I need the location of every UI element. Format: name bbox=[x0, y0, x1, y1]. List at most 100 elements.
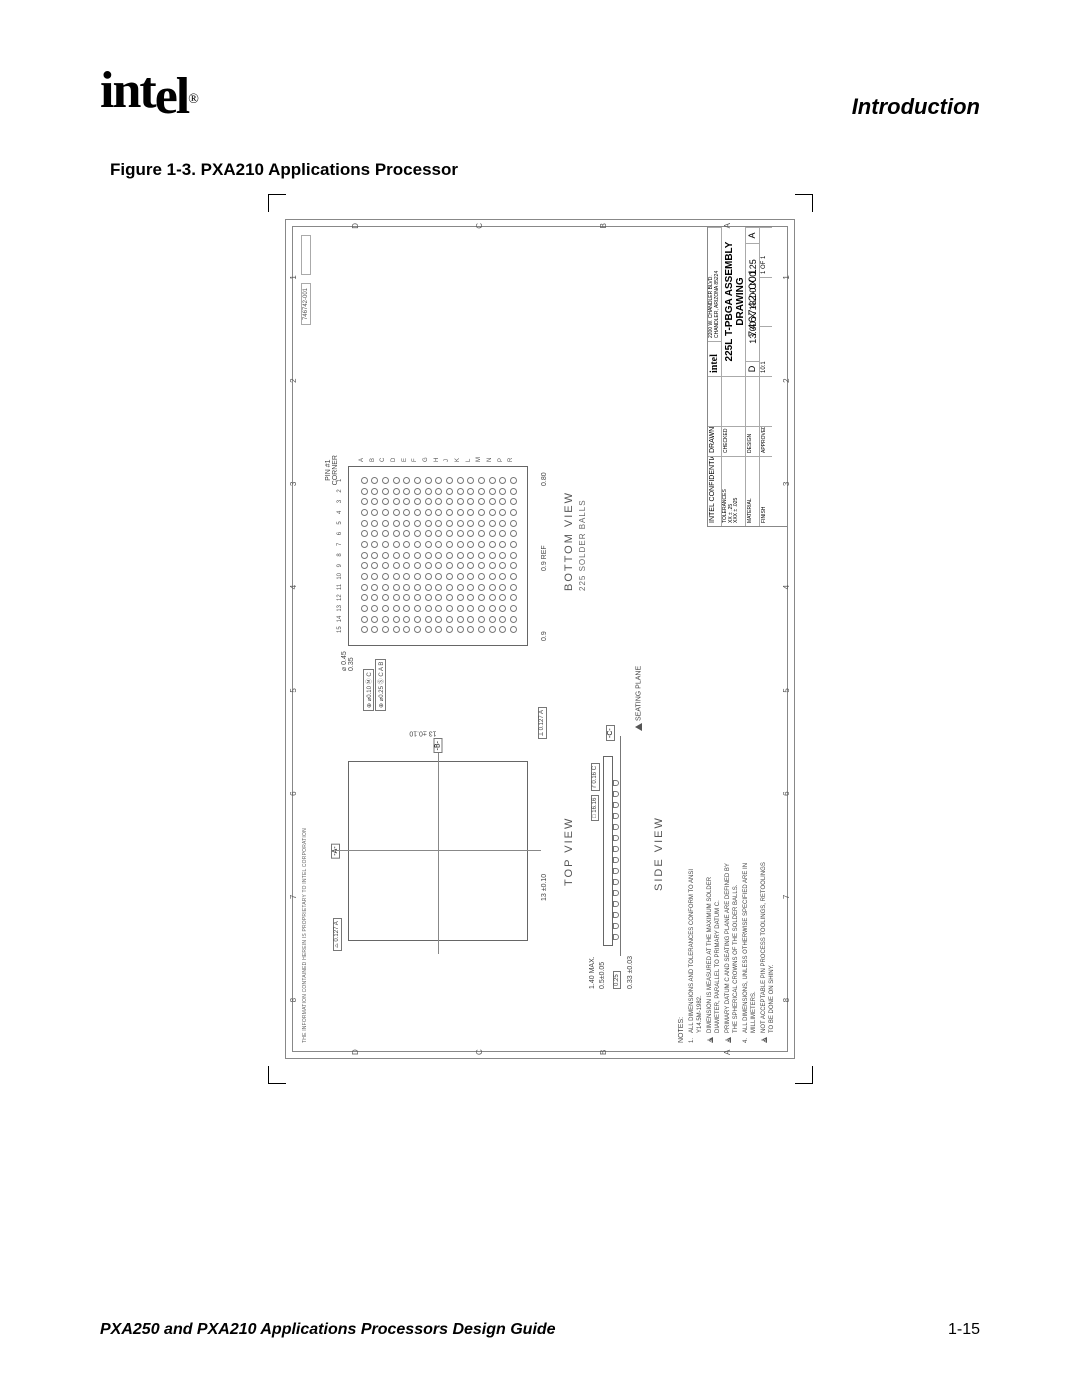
solder-ball bbox=[393, 552, 400, 559]
page-footer: PXA250 and PXA210 Applications Processor… bbox=[100, 1321, 980, 1339]
ball-diameter: ⌀ 0.45 0.35 bbox=[341, 651, 355, 671]
bottom-view-sublabel: 225 SOLDER BALLS bbox=[578, 499, 587, 591]
zone-marker: 7 bbox=[782, 895, 791, 899]
solder-ball bbox=[435, 605, 442, 612]
solder-ball bbox=[371, 552, 378, 559]
solder-ball bbox=[510, 541, 517, 548]
side-ball bbox=[613, 879, 619, 885]
tb-approved: APPROVED bbox=[760, 426, 772, 456]
tb-design: DESIGN bbox=[746, 426, 759, 456]
zone-marker: 8 bbox=[289, 998, 298, 1002]
note-item: 3PRIMARY DATUM C AND SEATING PLANE ARE D… bbox=[725, 853, 740, 1043]
solder-ball bbox=[371, 498, 378, 505]
col-num: 8 bbox=[337, 550, 343, 561]
solder-ball bbox=[403, 573, 410, 580]
dim-substrate: 0.33 ±0.03 bbox=[627, 956, 634, 989]
solder-ball bbox=[371, 477, 378, 484]
solder-ball bbox=[393, 488, 400, 495]
solder-ball bbox=[425, 541, 432, 548]
zone-marker: 1 bbox=[782, 275, 791, 279]
solder-ball bbox=[499, 616, 506, 623]
solder-ball bbox=[457, 509, 464, 516]
solder-ball bbox=[457, 573, 464, 580]
tb-size: D bbox=[746, 361, 759, 376]
solder-ball bbox=[510, 520, 517, 527]
solder-ball bbox=[371, 530, 378, 537]
solder-ball bbox=[489, 477, 496, 484]
solder-ball bbox=[382, 626, 389, 633]
gtol-parallel: ⫽ 0.16 C bbox=[591, 763, 600, 791]
solder-ball bbox=[361, 573, 368, 580]
solder-ball bbox=[393, 520, 400, 527]
solder-ball bbox=[446, 573, 453, 580]
datum-c: -C- bbox=[606, 725, 615, 741]
note-item: 1.ALL DIMENSIONS AND TOLERANCES CONFORM … bbox=[689, 853, 704, 1043]
solder-ball bbox=[467, 552, 474, 559]
solder-ball bbox=[371, 509, 378, 516]
tb-drawn-val bbox=[708, 376, 721, 426]
side-ball bbox=[613, 835, 619, 841]
row-letter: C bbox=[380, 457, 391, 462]
solder-ball bbox=[403, 562, 410, 569]
solder-ball bbox=[467, 541, 474, 548]
triangle-icon bbox=[635, 723, 642, 731]
gtol-pos2: ⊕ ⌀0.25 Ⓢ C A B bbox=[375, 659, 386, 711]
solder-ball bbox=[489, 616, 496, 623]
solder-ball bbox=[371, 541, 378, 548]
solder-ball bbox=[425, 498, 432, 505]
tb-drawn-label: DRAWN bbox=[708, 426, 721, 456]
col-num: 7 bbox=[337, 539, 343, 550]
solder-ball bbox=[499, 626, 506, 633]
side-ball bbox=[613, 923, 619, 929]
solder-ball bbox=[371, 584, 378, 591]
solder-ball bbox=[510, 477, 517, 484]
solder-ball bbox=[446, 541, 453, 548]
solder-ball bbox=[457, 626, 464, 633]
solder-ball bbox=[457, 594, 464, 601]
solder-ball bbox=[478, 605, 485, 612]
solder-ball bbox=[403, 509, 410, 516]
solder-ball bbox=[425, 562, 432, 569]
row-letter: G bbox=[423, 457, 434, 462]
solder-ball bbox=[371, 626, 378, 633]
solder-ball bbox=[382, 605, 389, 612]
note-item: 2DIMENSION IS MEASURED AT THE MAXIMUM SO… bbox=[707, 853, 722, 1043]
col-num: 2 bbox=[337, 486, 343, 497]
col-num: 13 bbox=[337, 603, 343, 614]
solder-ball bbox=[382, 594, 389, 601]
solder-ball bbox=[425, 477, 432, 484]
solder-ball bbox=[489, 488, 496, 495]
seating-plane-label: SEATING PLANE bbox=[635, 666, 642, 731]
solder-ball bbox=[382, 541, 389, 548]
solder-ball bbox=[382, 530, 389, 537]
zone-marker: B bbox=[599, 223, 608, 228]
solder-ball bbox=[499, 573, 506, 580]
solder-ball bbox=[403, 477, 410, 484]
bottom-view-label: BOTTOM VIEW bbox=[563, 491, 575, 591]
solder-ball bbox=[446, 584, 453, 591]
side-ball bbox=[613, 813, 619, 819]
solder-ball bbox=[414, 616, 421, 623]
solder-ball bbox=[489, 562, 496, 569]
dim-ball-height: 0.5±0.05 bbox=[599, 962, 606, 989]
solder-ball bbox=[467, 573, 474, 580]
solder-ball bbox=[382, 498, 389, 505]
solder-ball bbox=[414, 541, 421, 548]
row-letter: L bbox=[466, 457, 477, 462]
tb-sheet: 1 OF 1 bbox=[760, 227, 772, 277]
solder-ball bbox=[361, 520, 368, 527]
row-letter: D bbox=[391, 457, 402, 462]
solder-ball bbox=[414, 530, 421, 537]
top-view-label: TOP VIEW bbox=[563, 817, 575, 886]
drawing-sheet: THE INFORMATION CONTAINED HEREIN IS PROP… bbox=[285, 219, 795, 1059]
zone-marker: D bbox=[351, 1049, 360, 1055]
column-numbers: 151413121110987654321 bbox=[337, 475, 343, 635]
solder-ball bbox=[435, 626, 442, 633]
engineering-drawing: THE INFORMATION CONTAINED HEREIN IS PROP… bbox=[268, 194, 813, 1084]
zone-marker: C bbox=[475, 1049, 484, 1055]
solder-ball bbox=[446, 488, 453, 495]
solder-ball bbox=[403, 541, 410, 548]
solder-ball bbox=[382, 616, 389, 623]
datum-b: -B- bbox=[434, 738, 443, 753]
dim-height: 13 ±0.10 bbox=[409, 730, 436, 737]
